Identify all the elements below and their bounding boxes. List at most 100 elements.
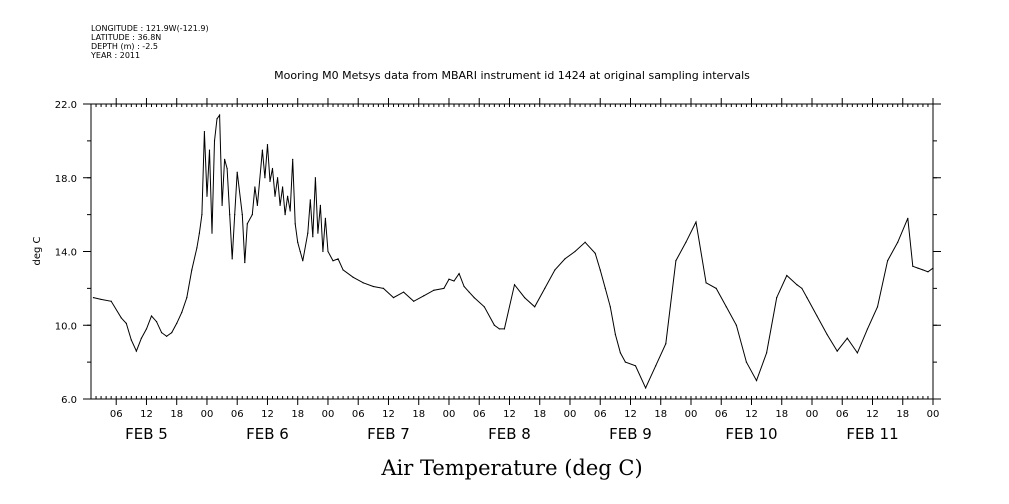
date-label: FEB 6	[246, 425, 289, 443]
data-point	[155, 320, 158, 323]
x-tick-label: 18	[896, 409, 909, 420]
data-point	[599, 269, 601, 271]
data-point	[927, 271, 929, 273]
x-tick-label: 18	[775, 409, 788, 420]
data-point	[448, 278, 450, 280]
data-point	[211, 232, 213, 234]
date-label: FEB 5	[125, 425, 168, 443]
data-point	[251, 214, 253, 216]
data-point	[483, 306, 485, 308]
data-point	[816, 315, 818, 317]
data-point	[836, 350, 838, 352]
data-point	[266, 143, 269, 146]
data-point	[279, 204, 281, 207]
data-point	[473, 296, 475, 299]
data-point	[695, 221, 697, 223]
data-point	[922, 269, 924, 271]
data-point	[786, 274, 788, 277]
data-point	[806, 296, 808, 299]
data-point	[261, 149, 264, 151]
data-point	[498, 328, 500, 330]
latitude-text: LATITUDE : 36.8N	[91, 33, 161, 42]
x-tick-label: 12	[866, 409, 879, 420]
data-point	[110, 300, 112, 302]
data-point	[619, 352, 622, 354]
data-point	[191, 269, 193, 271]
data-point	[145, 328, 148, 330]
x-tick-label: 06	[836, 409, 849, 420]
x-tick-label: 06	[352, 409, 365, 420]
data-point	[309, 199, 311, 201]
x-tick-label: 00	[564, 409, 577, 420]
x-tick-label: 12	[140, 409, 153, 420]
data-point	[534, 306, 536, 308]
data-point	[297, 241, 299, 243]
series-layer	[92, 113, 934, 390]
data-point	[302, 260, 304, 262]
date-label: FEB 9	[609, 425, 652, 443]
data-point	[493, 324, 495, 326]
data-point	[675, 260, 677, 262]
data-point	[745, 361, 748, 363]
data-point	[352, 276, 354, 278]
data-point	[140, 337, 143, 339]
x-tick-label: 18	[412, 409, 425, 420]
data-point	[284, 214, 286, 216]
data-point	[362, 282, 364, 284]
x-tick-label: 18	[654, 409, 667, 420]
data-point	[846, 337, 848, 339]
data-point	[125, 322, 127, 325]
data-point	[327, 250, 329, 253]
data-point	[294, 223, 296, 225]
data-point	[796, 284, 798, 286]
data-point	[241, 214, 243, 216]
data-point	[544, 287, 546, 289]
data-point	[274, 195, 276, 197]
x-tick-label: 12	[382, 409, 395, 420]
x-tick-label: 06	[473, 409, 486, 420]
data-point	[463, 285, 465, 288]
data-point	[468, 291, 470, 293]
depth-text: DEPTH (m) : -2.5	[91, 42, 158, 51]
data-point	[181, 311, 183, 313]
data-point	[324, 217, 327, 219]
data-point	[307, 232, 309, 234]
data-point	[281, 186, 284, 188]
data-point	[150, 315, 153, 317]
data-point	[392, 296, 395, 299]
data-point	[402, 291, 405, 293]
x-tick-label: 18	[291, 409, 304, 420]
year-text: YEAR : 2011	[90, 51, 140, 60]
date-label: FEB 10	[725, 425, 777, 443]
data-point	[443, 287, 445, 289]
x-tick-label: 06	[715, 409, 728, 420]
data-point	[276, 177, 279, 179]
data-point	[319, 204, 322, 207]
x-tick-label: 06	[110, 409, 123, 420]
x-tick-label: 00	[322, 409, 335, 420]
data-point	[317, 232, 319, 234]
data-point	[234, 214, 236, 216]
data-point	[609, 306, 611, 308]
data-point	[423, 295, 425, 297]
data-point	[766, 352, 768, 354]
data-point	[198, 232, 201, 234]
longitude-text: LONGITUDE : 121.9W(-121.9)	[91, 24, 209, 33]
data-point	[932, 267, 934, 269]
data-point	[176, 322, 178, 325]
y-axis-label: deg C	[32, 236, 43, 265]
metadata-block: LONGITUDE : 121.9W(-121.9) LATITUDE : 36…	[90, 24, 209, 60]
data-point	[229, 214, 231, 216]
data-point	[665, 343, 667, 345]
x-tick-label: 06	[594, 409, 607, 420]
y-tick-label: 14.0	[55, 248, 77, 259]
data-point	[269, 180, 271, 183]
data-point	[887, 260, 889, 262]
data-point	[216, 118, 218, 120]
x-tick-label: 18	[170, 409, 183, 420]
data-point	[655, 365, 657, 367]
data-point	[231, 258, 233, 260]
data-point	[213, 140, 216, 142]
data-point	[135, 350, 137, 352]
y-tick-label: 22.0	[55, 100, 77, 111]
